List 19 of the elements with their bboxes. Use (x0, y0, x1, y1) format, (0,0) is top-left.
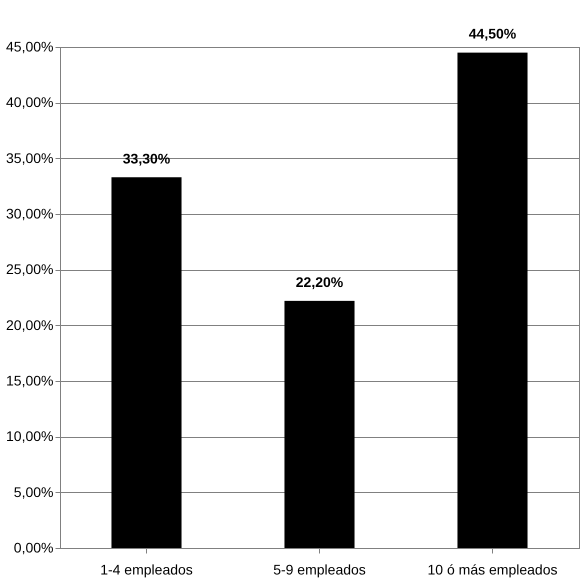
bar (111, 177, 182, 548)
y-tick-label: 10,00% (6, 428, 54, 444)
y-tick-label: 15,00% (6, 372, 54, 388)
bar (457, 52, 528, 548)
y-tick-label: 20,00% (6, 316, 54, 333)
data-label: 44,50% (468, 26, 517, 42)
y-tick-label: 5,00% (14, 484, 54, 500)
x-tick-label: 5-9 empleados (273, 562, 366, 578)
y-tick-label: 30,00% (6, 206, 54, 222)
y-tick-label: 35,00% (6, 150, 54, 166)
x-tick-label: 1-4 empleados (100, 562, 193, 578)
y-tick-label: 0,00% (14, 540, 54, 556)
y-tick-label: 25,00% (6, 261, 54, 278)
x-tick-label: 10 ó más empleados (428, 562, 558, 578)
y-tick-label: 40,00% (6, 94, 54, 110)
bar (284, 300, 355, 548)
y-tick-label: 45,00% (6, 38, 54, 54)
data-label: 33,30% (122, 150, 171, 166)
data-label: 22,20% (296, 274, 344, 290)
